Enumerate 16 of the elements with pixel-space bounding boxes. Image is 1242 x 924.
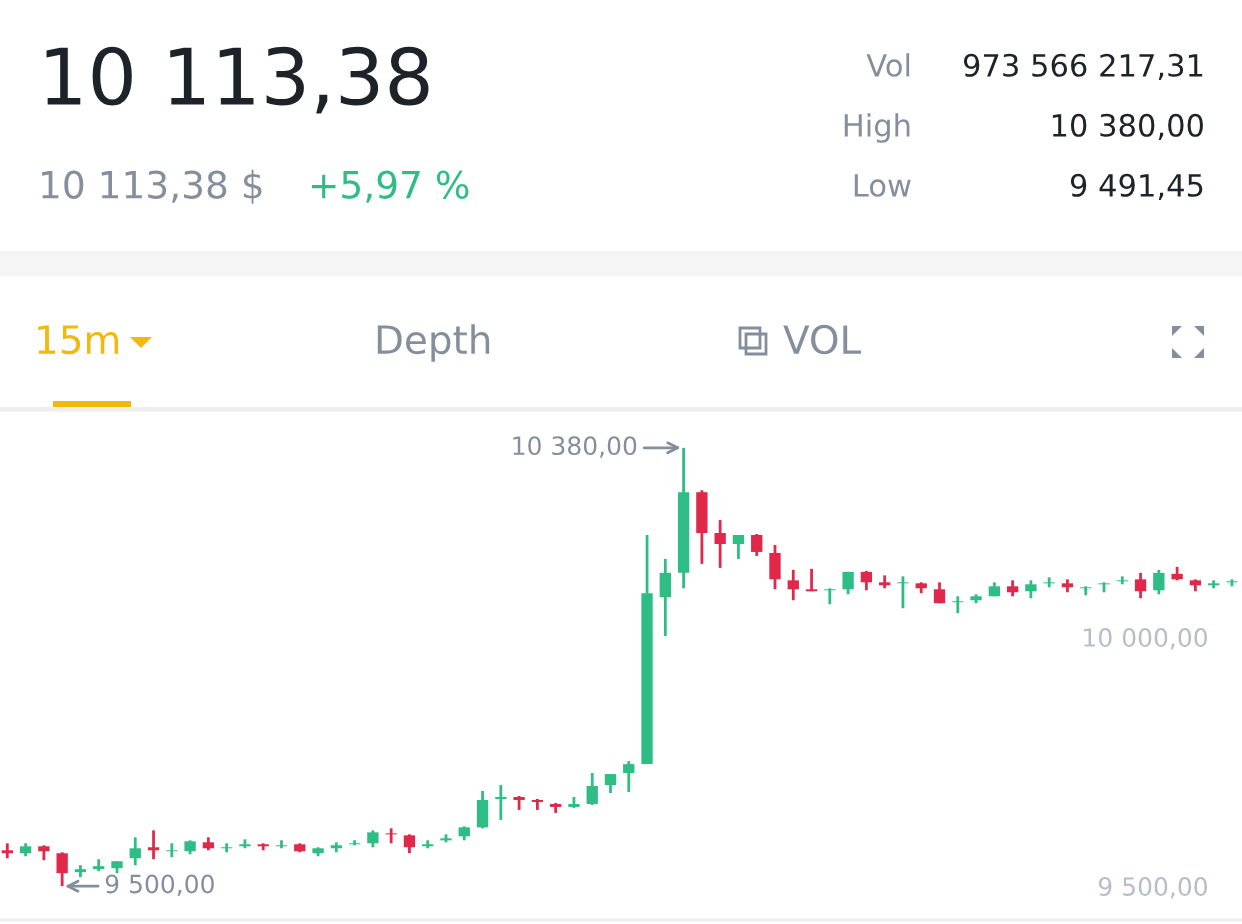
- annotation: 9 500,00: [105, 874, 214, 896]
- text: Vol: [866, 53, 910, 77]
- text: 9 491,45: [1070, 173, 1203, 200]
- text: 15m: [38, 325, 119, 355]
- annotation: 10 380,00: [513, 436, 637, 458]
- text: High: [844, 113, 910, 143]
- text: Low: [854, 174, 911, 197]
- y-tick-label: 10 000,00: [1084, 628, 1208, 650]
- text: 973 566 217,31: [963, 53, 1203, 80]
- text: 10 380,00: [1052, 113, 1203, 140]
- chart-subtitle: 10 113,38 $: [42, 169, 262, 204]
- text: Depth: [377, 324, 490, 362]
- chart-title: 10 113,38: [46, 46, 429, 114]
- text: +5,97 %: [311, 170, 469, 203]
- text: VOL: [783, 324, 861, 355]
- candlestick: [897, 574, 909, 610]
